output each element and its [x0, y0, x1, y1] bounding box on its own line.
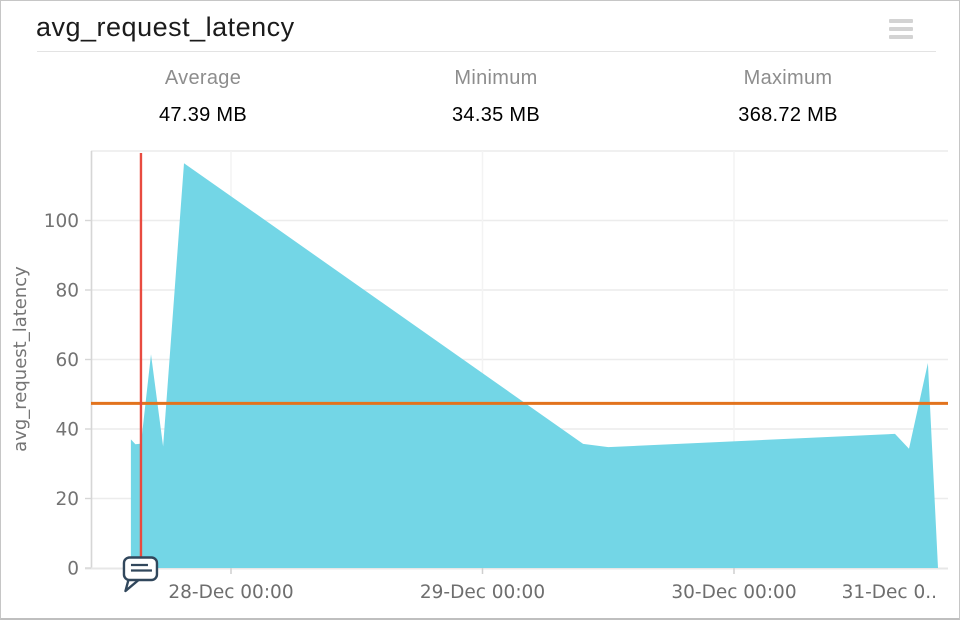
y-tick-label: 100 — [44, 211, 79, 232]
stat-label: Maximum — [743, 67, 833, 89]
stat-value: 368.72 MB — [738, 104, 838, 126]
x-tick-label: 28-Dec 00:00 — [168, 582, 293, 603]
y-axis-title: avg_request_latency — [10, 266, 31, 452]
stat-minimum: Minimum 34.35 MB — [452, 65, 540, 127]
comment-annotation-icon[interactable] — [122, 556, 159, 593]
comment-bubble-body — [122, 556, 159, 582]
y-tick-label: 0 — [67, 559, 79, 580]
page-title: avg_request_latency — [36, 12, 295, 42]
x-tick-label: 29-Dec 00:00 — [420, 582, 545, 603]
y-tick-label: 20 — [55, 489, 79, 510]
menu-bar — [889, 19, 913, 23]
stat-maximum: Maximum 368.72 MB — [738, 65, 837, 127]
header-divider — [37, 51, 936, 52]
area-series[interactable] — [130, 163, 938, 568]
latency-area-chart[interactable]: 0 20 40 60 80 100 28-Dec 00:00 29-Dec 00:00 30-D… — [1, 141, 960, 621]
y-tick-label: 80 — [55, 281, 79, 302]
stat-average: Average 47.39 MB — [159, 65, 247, 127]
stat-label: Average — [164, 67, 242, 89]
stat-value: 47.39 MB — [158, 104, 248, 126]
menu-bar — [889, 35, 913, 39]
hamburger-menu-icon[interactable] — [889, 19, 913, 43]
menu-bar — [889, 27, 913, 31]
stat-label: Minimum — [454, 67, 538, 89]
x-tick-label: 31-Dec 0.. — [842, 582, 937, 603]
y-tick-label: 40 — [55, 420, 79, 441]
stat-value: 34.35 MB — [451, 104, 541, 126]
y-tick-label: 60 — [55, 350, 79, 371]
x-tick-label: 30-Dec 00:00 — [671, 582, 796, 603]
